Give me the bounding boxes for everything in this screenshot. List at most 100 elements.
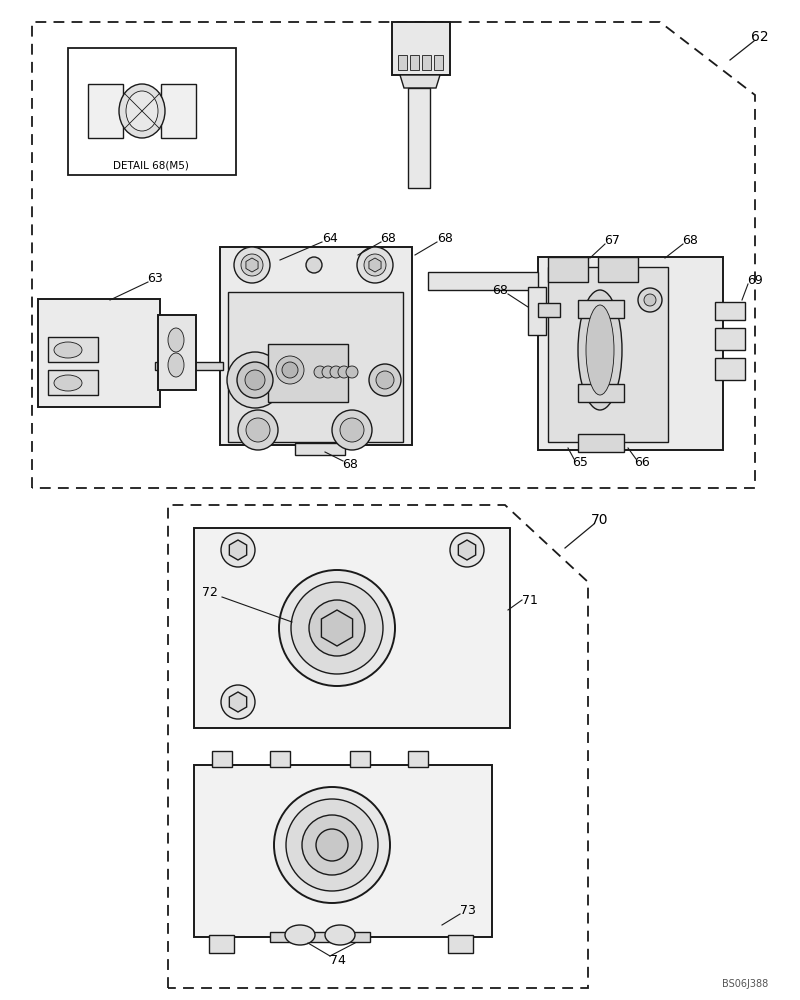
Ellipse shape	[54, 375, 82, 391]
Polygon shape	[422, 55, 431, 70]
Circle shape	[306, 257, 322, 273]
Circle shape	[364, 254, 386, 276]
Circle shape	[330, 366, 342, 378]
Circle shape	[346, 366, 358, 378]
Polygon shape	[220, 247, 412, 445]
Ellipse shape	[168, 328, 184, 352]
Circle shape	[450, 533, 484, 567]
Circle shape	[276, 356, 304, 384]
Polygon shape	[428, 272, 538, 290]
Text: 68: 68	[437, 232, 453, 244]
Polygon shape	[209, 935, 234, 953]
Polygon shape	[598, 257, 638, 282]
Text: 62: 62	[751, 30, 769, 44]
Polygon shape	[48, 337, 98, 362]
Circle shape	[291, 582, 383, 674]
Ellipse shape	[285, 925, 315, 945]
Circle shape	[332, 410, 372, 450]
Circle shape	[221, 533, 255, 567]
Circle shape	[237, 362, 273, 398]
Text: 68: 68	[682, 233, 698, 246]
Text: 70: 70	[591, 513, 609, 527]
Polygon shape	[548, 257, 588, 282]
Circle shape	[340, 418, 364, 442]
Text: 72: 72	[202, 585, 218, 598]
Polygon shape	[194, 528, 510, 728]
Circle shape	[234, 247, 270, 283]
Text: 63: 63	[147, 271, 163, 284]
Polygon shape	[528, 287, 546, 335]
Polygon shape	[408, 751, 428, 767]
Circle shape	[282, 362, 298, 378]
Polygon shape	[228, 292, 403, 442]
Circle shape	[376, 371, 394, 389]
Text: 65: 65	[572, 456, 588, 470]
Polygon shape	[400, 75, 440, 88]
Polygon shape	[410, 55, 419, 70]
Text: 68: 68	[492, 284, 508, 296]
Polygon shape	[538, 303, 560, 317]
Polygon shape	[270, 751, 290, 767]
Polygon shape	[578, 434, 624, 452]
Circle shape	[302, 815, 362, 875]
Ellipse shape	[586, 305, 614, 395]
Text: 68: 68	[380, 232, 396, 244]
Polygon shape	[434, 55, 443, 70]
Circle shape	[309, 600, 365, 656]
Text: 64: 64	[322, 232, 338, 244]
Polygon shape	[715, 302, 745, 320]
Circle shape	[245, 370, 265, 390]
Ellipse shape	[119, 84, 165, 138]
Ellipse shape	[578, 290, 622, 410]
Polygon shape	[38, 299, 160, 407]
Circle shape	[279, 570, 395, 686]
Circle shape	[246, 418, 270, 442]
Circle shape	[314, 366, 326, 378]
Text: 73: 73	[460, 904, 476, 916]
Circle shape	[286, 799, 378, 891]
Ellipse shape	[168, 353, 184, 377]
Circle shape	[227, 352, 283, 408]
Ellipse shape	[325, 925, 355, 945]
Polygon shape	[578, 384, 624, 402]
Circle shape	[316, 829, 348, 861]
Text: 66: 66	[634, 456, 650, 470]
Polygon shape	[715, 358, 745, 380]
Circle shape	[644, 294, 656, 306]
Circle shape	[238, 410, 278, 450]
Circle shape	[338, 366, 350, 378]
Text: BS06J388: BS06J388	[722, 979, 768, 989]
Circle shape	[322, 366, 334, 378]
Text: 71: 71	[522, 593, 538, 606]
Polygon shape	[155, 362, 223, 370]
Polygon shape	[68, 48, 236, 175]
Polygon shape	[194, 765, 492, 937]
Polygon shape	[538, 257, 723, 450]
Polygon shape	[212, 751, 232, 767]
Polygon shape	[448, 935, 473, 953]
Text: DETAIL 68(M5): DETAIL 68(M5)	[113, 160, 189, 170]
Circle shape	[638, 288, 662, 312]
Polygon shape	[408, 88, 430, 188]
Circle shape	[369, 364, 401, 396]
Polygon shape	[350, 751, 370, 767]
Polygon shape	[270, 932, 370, 942]
Polygon shape	[392, 22, 450, 75]
Text: 68: 68	[342, 458, 358, 472]
Polygon shape	[158, 315, 196, 390]
Polygon shape	[48, 370, 98, 395]
Circle shape	[221, 685, 255, 719]
Text: 69: 69	[747, 273, 763, 286]
Text: 74: 74	[330, 954, 346, 966]
Ellipse shape	[126, 91, 158, 131]
Polygon shape	[578, 300, 624, 318]
Circle shape	[357, 247, 393, 283]
Polygon shape	[715, 328, 745, 350]
Polygon shape	[295, 443, 345, 455]
Circle shape	[241, 254, 263, 276]
Polygon shape	[398, 55, 407, 70]
Polygon shape	[548, 267, 668, 442]
Circle shape	[274, 787, 390, 903]
Polygon shape	[161, 84, 196, 138]
Ellipse shape	[54, 342, 82, 358]
